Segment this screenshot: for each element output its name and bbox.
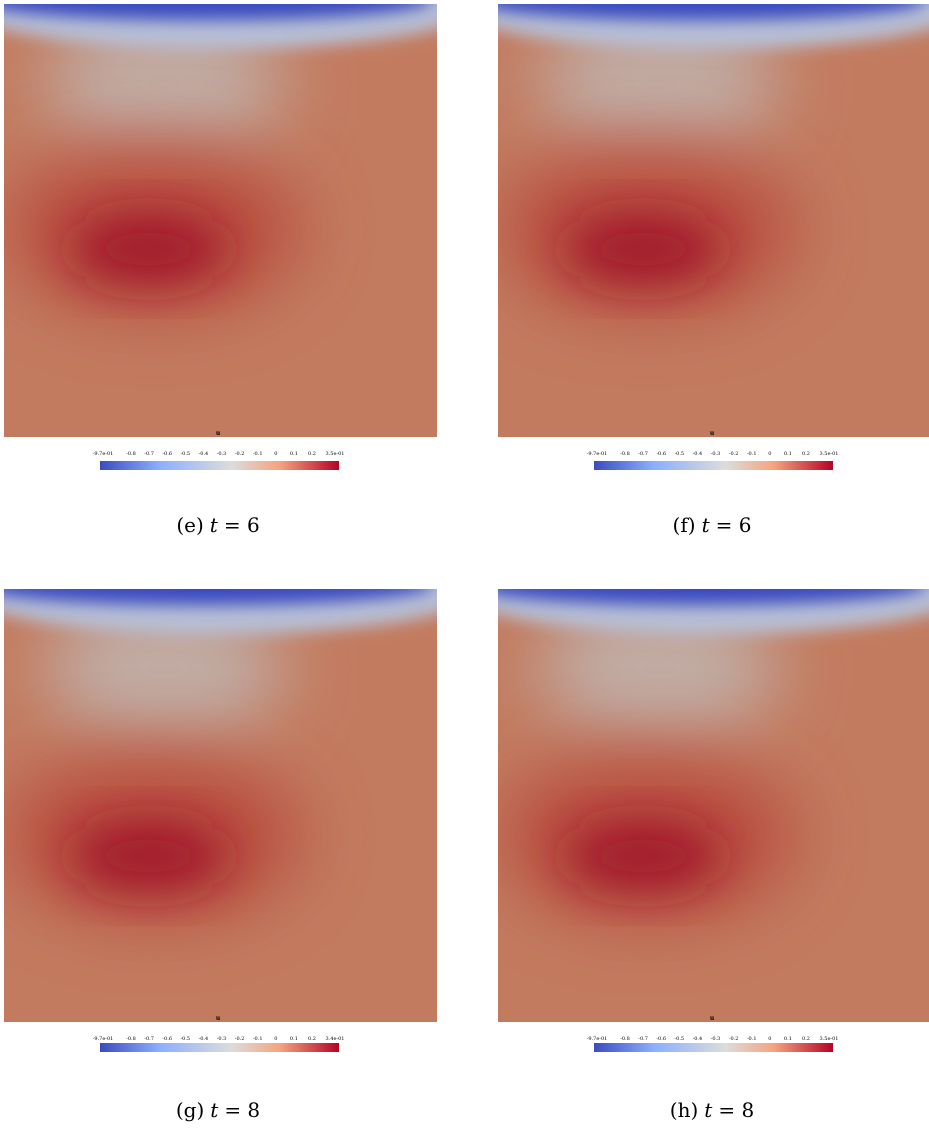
caption-variable: t xyxy=(210,513,219,537)
colorbar-tick-label: -0.6 xyxy=(656,1036,666,1042)
colorbar-tick-label: 0 xyxy=(274,1036,277,1042)
colorbar-tick-label: -0.1 xyxy=(253,451,263,457)
colorbar-tick-label: -0.8 xyxy=(620,451,630,457)
colorbar-tick-label: -0.5 xyxy=(180,1036,190,1042)
caption-value: = 8 xyxy=(224,1098,260,1122)
field-region xyxy=(4,4,430,20)
colorbar-tick-label: -0.6 xyxy=(162,1036,172,1042)
colorbar-tick-label: -0.3 xyxy=(217,451,227,457)
caption-label: (f) xyxy=(673,513,696,537)
colorbar-tick-label: -0.7 xyxy=(638,451,648,457)
colorbar-tick-label: -0.8 xyxy=(620,1036,630,1042)
colorbar-tick-label: -0.7 xyxy=(144,1036,154,1042)
colorbar-tick-label: -0.5 xyxy=(674,1036,684,1042)
colorbar-title: u xyxy=(710,430,715,437)
caption-variable: t xyxy=(702,513,711,537)
colorbar-tick-label: -0.1 xyxy=(253,1036,263,1042)
caption-value: = 6 xyxy=(716,513,752,537)
field-region xyxy=(4,589,430,605)
caption-variable: t xyxy=(704,1098,713,1122)
colorbar-tick-label: 0 xyxy=(768,1036,771,1042)
colorbar xyxy=(594,461,833,470)
field-region xyxy=(69,821,229,891)
colorbar-tick-label: 0 xyxy=(768,451,771,457)
colorbar-tick-label: -0.4 xyxy=(693,1036,703,1042)
colorbar-tick-label: -0.7 xyxy=(638,1036,648,1042)
colorbar-tick-label: -9.7e-01 xyxy=(587,451,608,457)
colorbar-tick-label: -0.2 xyxy=(729,1036,739,1042)
heatmap xyxy=(498,4,929,437)
colorbar-tick-label: 0.2 xyxy=(802,451,810,457)
heatmap xyxy=(4,4,437,437)
caption-value: = 8 xyxy=(718,1098,754,1122)
colorbar xyxy=(100,1043,339,1052)
colorbar-tick-label: 0.1 xyxy=(290,451,298,457)
caption: (f) t = 6 xyxy=(673,513,752,537)
colorbar-tick-label: -0.2 xyxy=(235,1036,245,1042)
colorbar-tick-label: 3.4e-01 xyxy=(326,1036,345,1042)
caption: (g) t = 8 xyxy=(176,1098,260,1122)
colorbar-title: u xyxy=(710,1015,715,1022)
heatmap xyxy=(498,589,929,1022)
field-region xyxy=(69,214,229,284)
field-region xyxy=(563,214,723,284)
field-region xyxy=(498,4,924,20)
colorbar-tick-label: -9.7e-01 xyxy=(587,1036,608,1042)
colorbar-tick-label: 3.5e-01 xyxy=(326,451,345,457)
colorbar-title: u xyxy=(216,1015,221,1022)
colorbar-tick-label: -0.2 xyxy=(235,451,245,457)
colorbar-tick-label: 0 xyxy=(274,451,277,457)
colorbar-tick-label: -0.5 xyxy=(674,451,684,457)
colorbar-tick-label: -0.4 xyxy=(199,1036,209,1042)
colorbar-tick-label: 0.1 xyxy=(784,1036,792,1042)
panel: u -9.7e-01 -0.8 -0.7 -0.6 -0.5 -0.4 -0.3 -0.2 -0.… xyxy=(498,4,929,537)
caption: (h) t = 8 xyxy=(670,1098,754,1122)
colorbar-tick-label: -9.7e-01 xyxy=(93,451,114,457)
colorbar-tick-label: -0.3 xyxy=(711,1036,721,1042)
colorbar-tick-label: 0.2 xyxy=(308,1036,316,1042)
caption-label: (e) xyxy=(176,513,203,537)
colorbar-tick-label: 0.2 xyxy=(308,451,316,457)
colorbar-tick-label: -0.1 xyxy=(747,1036,757,1042)
panel: u -9.7e-01 -0.8 -0.7 -0.6 -0.5 -0.4 -0.3 -0.2 -0.… xyxy=(4,4,437,537)
panel: u -9.7e-01 -0.8 -0.7 -0.6 -0.5 -0.4 -0.3 -0.2 -0.… xyxy=(498,589,929,1122)
colorbar-tick-label: 0.2 xyxy=(802,1036,810,1042)
colorbar-tick-label: -0.6 xyxy=(162,451,172,457)
colorbar xyxy=(100,461,339,470)
field-region xyxy=(563,821,723,891)
colorbar-tick-label: -0.3 xyxy=(217,1036,227,1042)
colorbar-title: u xyxy=(216,430,221,437)
colorbar-tick-label: 0.1 xyxy=(784,451,792,457)
colorbar-tick-label: 0.1 xyxy=(290,1036,298,1042)
caption-value: = 6 xyxy=(224,513,260,537)
colorbar-tick-label: -0.4 xyxy=(199,451,209,457)
colorbar xyxy=(594,1043,833,1052)
caption-variable: t xyxy=(210,1098,219,1122)
colorbar-tick-label: -9.7e-01 xyxy=(93,1036,114,1042)
colorbar-tick-label: -0.1 xyxy=(747,451,757,457)
heatmap xyxy=(4,589,437,1022)
colorbar-tick-label: -0.5 xyxy=(180,451,190,457)
colorbar-tick-label: -0.8 xyxy=(126,451,136,457)
field-region xyxy=(498,589,924,605)
caption-label: (h) xyxy=(670,1098,699,1122)
colorbar-tick-label: -0.2 xyxy=(729,451,739,457)
colorbar-tick-label: -0.8 xyxy=(126,1036,136,1042)
caption: (e) t = 6 xyxy=(176,513,259,537)
colorbar-tick-label: 3.5e-01 xyxy=(820,1036,839,1042)
colorbar-tick-label: -0.4 xyxy=(693,451,703,457)
colorbar-tick-label: -0.3 xyxy=(711,451,721,457)
colorbar-tick-label: 3.5e-01 xyxy=(820,451,839,457)
caption-label: (g) xyxy=(176,1098,204,1122)
colorbar-tick-label: -0.6 xyxy=(656,451,666,457)
colorbar-tick-label: -0.7 xyxy=(144,451,154,457)
panel: u -9.7e-01 -0.8 -0.7 -0.6 -0.5 -0.4 -0.3 -0.2 -0.… xyxy=(4,589,437,1122)
